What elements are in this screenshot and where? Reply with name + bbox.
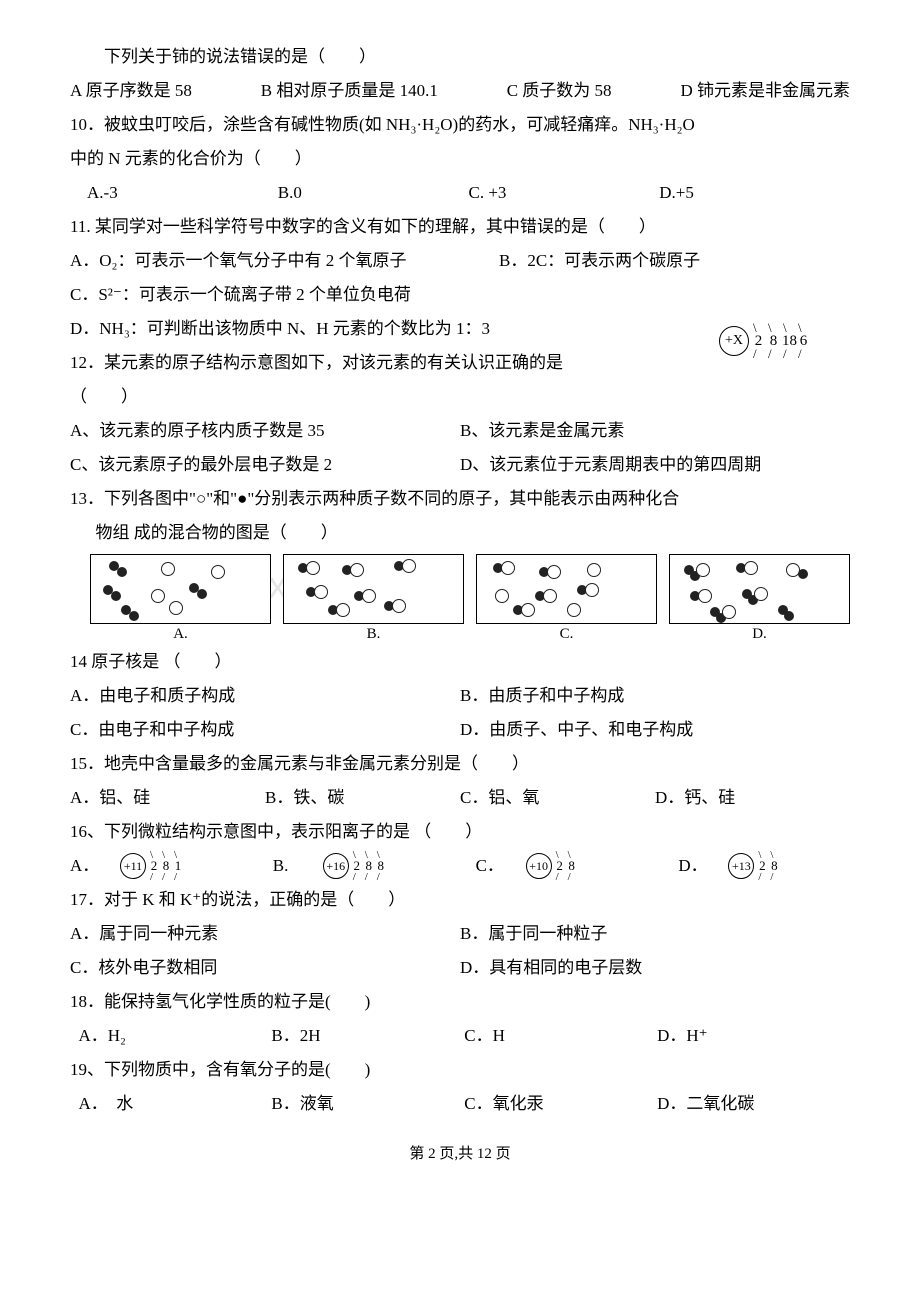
- q16-opt-c: C． +10 2 8: [476, 849, 679, 883]
- q16-label-b: B.: [273, 849, 323, 883]
- q19-options: A． 水 B．液氧 C．氧化汞 D．二氧化碳: [70, 1087, 850, 1121]
- q18-opt-c: C．H: [464, 1019, 657, 1053]
- q14-stem: 14 原子核是 （ ）: [70, 645, 850, 679]
- q12-line1: 12．某元素的原子结构示意图如下，对该元素的有关认识正确的是: [70, 346, 680, 380]
- q13-box-d: D.: [669, 554, 850, 645]
- q12-shell-3: 18: [782, 326, 795, 356]
- q19-opt-d: D．二氧化碳: [657, 1087, 850, 1121]
- q17-stem: 17．对于 K 和 K⁺的说法，正确的是（ ）: [70, 883, 850, 917]
- q10-opt-d: D.+5: [659, 176, 850, 210]
- q11-ab: A．O₂：可表示一个氧气分子中有 2 个氧原子 B．2C：可表示两个碳原子: [70, 244, 850, 278]
- q14-ab: A．由电子和质子构成 B．由质子和中子构成: [70, 679, 850, 713]
- q17-opt-d: D．具有相同的电子层数: [460, 951, 850, 985]
- q9-opt-c: C 质子数为 58: [507, 74, 612, 108]
- q18-options: A．H₂ B．2H C．H D．H⁺: [70, 1019, 850, 1053]
- q12-shell-4: 6: [797, 326, 810, 356]
- q10-opt-c: C. +3: [469, 176, 660, 210]
- q16-a-nucleus: +11: [120, 853, 146, 879]
- q15-opt-a: A．铝、硅: [70, 781, 265, 815]
- q17-ab: A．属于同一种元素 B．属于同一种粒子: [70, 917, 850, 951]
- q14-opt-c: C．由电子和中子构成: [70, 713, 460, 747]
- q19-opt-b: B．液氧: [271, 1087, 464, 1121]
- q11-opt-d: D．NH₃：可判断出该物质中 N、H 元素的个数比为 1：3: [70, 312, 680, 346]
- q12-opt-d: D、该元素位于元素周期表中的第四周期: [460, 448, 850, 482]
- q12-cd: C、该元素原子的最外层电子数是 2 D、该元素位于元素周期表中的第四周期: [70, 448, 850, 482]
- q13-box-a: A.: [90, 554, 271, 645]
- q16-opt-a: A． +11 2 8 1: [70, 849, 273, 883]
- q12-opt-b: B、该元素是金属元素: [460, 414, 850, 448]
- q16-label-c: C．: [476, 849, 526, 883]
- q16-label-d: D．: [678, 849, 728, 883]
- q15-opt-b: B．铁、碳: [265, 781, 460, 815]
- q15-opt-c: C．铝、氧: [460, 781, 655, 815]
- q10-options: A.-3 B.0 C. +3 D.+5: [70, 176, 850, 210]
- q15-stem: 15．地壳中含量最多的金属元素与非金属元素分别是（ ）: [70, 747, 850, 781]
- q12-atom-diagram: +X 2 8 18 6: [680, 312, 850, 356]
- q10-opt-b: B.0: [278, 176, 469, 210]
- q12-line2: （ ）: [70, 380, 680, 414]
- q11-stem: 11. 某同学对一些科学符号中数字的含义有如下的理解，其中错误的是（ ）: [70, 210, 850, 244]
- q12-ab: A、该元素的原子核内质子数是 35 B、该元素是金属元素: [70, 414, 850, 448]
- q15-opt-d: D．钙、硅: [655, 781, 850, 815]
- q12-shell-2: 8: [767, 326, 780, 356]
- q16-label-a: A．: [70, 849, 120, 883]
- q12-opt-a: A、该元素的原子核内质子数是 35: [70, 414, 460, 448]
- q13-line1: 13．下列各图中"○"和"●"分别表示两种质子数不同的原子，其中能表示由两种化合: [70, 482, 850, 516]
- q18-opt-b: B．2H: [271, 1019, 464, 1053]
- q12-nucleus: +X: [719, 326, 749, 356]
- q19-opt-c: C．氧化汞: [464, 1087, 657, 1121]
- q17-opt-b: B．属于同一种粒子: [460, 917, 850, 951]
- q13-label-c: C.: [476, 624, 657, 645]
- q11-opt-b: B．2C：可表示两个碳原子: [499, 244, 700, 278]
- q19-opt-a: A． 水: [79, 1087, 272, 1121]
- q12-shell-1: 2: [752, 326, 765, 356]
- q16-options: A． +11 2 8 1 B. +16 2 8 8 C． +10 2 8: [70, 849, 850, 883]
- q11-opt-c: C．S²⁻：可表示一个硫离子带 2 个单位负电荷: [70, 278, 850, 312]
- q14-cd: C．由电子和中子构成 D．由质子、中子、和电子构成: [70, 713, 850, 747]
- q17-opt-a: A．属于同一种元素: [70, 917, 460, 951]
- q13-label-a: A.: [90, 624, 271, 645]
- q18-stem: 18．能保持氢气化学性质的粒子是( ): [70, 985, 850, 1019]
- q11-opt-a: A．O₂：可表示一个氧气分子中有 2 个氧原子: [70, 244, 499, 278]
- q18-opt-d: D．H⁺: [657, 1019, 850, 1053]
- q12-opt-c: C、该元素原子的最外层电子数是 2: [70, 448, 460, 482]
- q14-opt-b: B．由质子和中子构成: [460, 679, 850, 713]
- q13-box-c: C.: [476, 554, 657, 645]
- q16-opt-b: B. +16 2 8 8: [273, 849, 476, 883]
- page-footer: 第 2 页,共 12 页: [70, 1139, 850, 1169]
- q9-options: A 原子序数是 58 B 相对原子质量是 140.1 C 质子数为 58 D 铈…: [70, 74, 850, 108]
- q19-stem: 19、下列物质中，含有氧分子的是( ): [70, 1053, 850, 1087]
- q9-opt-a: A 原子序数是 58: [70, 74, 192, 108]
- q14-opt-a: A．由电子和质子构成: [70, 679, 460, 713]
- q15-options: A．铝、硅 B．铁、碳 C．铝、氧 D．钙、硅: [70, 781, 850, 815]
- q17-cd: C．核外电子数相同 D．具有相同的电子层数: [70, 951, 850, 985]
- q13-label-b: B.: [283, 624, 464, 645]
- q10-line2: 中的 N 元素的化合价为（ ）: [70, 142, 850, 176]
- q17-opt-c: C．核外电子数相同: [70, 951, 460, 985]
- q13-label-d: D.: [669, 624, 850, 645]
- q10-line1: 10．被蚊虫叮咬后，涂些含有碱性物质(如 NH₃·H₂O)的药水，可减轻痛痒。N…: [70, 108, 850, 142]
- q9-intro: 下列关于铈的说法错误的是（ ）: [70, 40, 850, 74]
- q18-opt-a: A．H₂: [79, 1019, 272, 1053]
- q16-opt-d: D． +13 2 8: [678, 849, 850, 883]
- q16-stem: 16、下列微粒结构示意图中，表示阳离子的是 （ ）: [70, 815, 850, 849]
- q13-figure-row: www.zixin.com.cn A. B.: [90, 554, 850, 645]
- q9-opt-b: B 相对原子质量是 140.1: [261, 74, 438, 108]
- q10-opt-a: A.-3: [87, 176, 278, 210]
- q16-c-nucleus: +10: [526, 853, 552, 879]
- q13-box-b: B.: [283, 554, 464, 645]
- q9-opt-d: D 铈元素是非金属元素: [680, 74, 850, 108]
- q13-line2: 物组 成的混合物的图是（ ）: [70, 516, 850, 550]
- q16-b-nucleus: +16: [323, 853, 349, 879]
- q14-opt-d: D．由质子、中子、和电子构成: [460, 713, 850, 747]
- q16-d-nucleus: +13: [728, 853, 754, 879]
